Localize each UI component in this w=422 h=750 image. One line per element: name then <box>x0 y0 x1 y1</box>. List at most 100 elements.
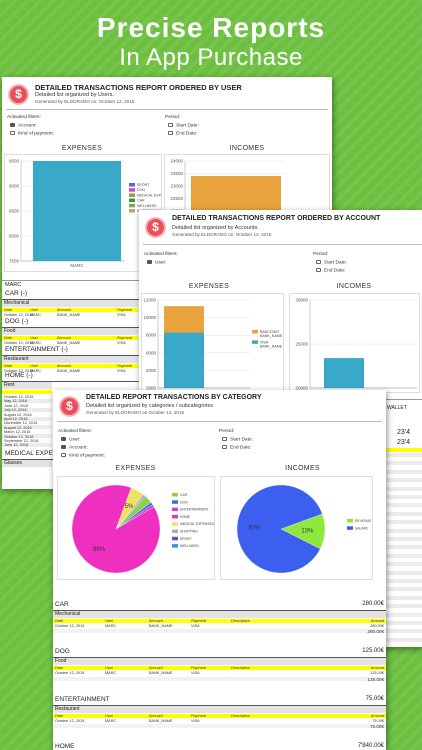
legend-label: REVENUE <box>355 519 372 523</box>
legend-swatch <box>129 188 135 192</box>
legend-label: WELLNESS <box>180 544 199 548</box>
y-tick-label: 30000 <box>295 298 308 303</box>
row-stripe <box>384 595 422 600</box>
rent-row-date: September 12, 2016 <box>4 439 39 443</box>
category-incomes-pie: 13% 87% REVENUE SALARY <box>220 476 373 580</box>
row-stripe <box>2 416 52 421</box>
filter-end-date: End Date: <box>168 131 197 136</box>
rent-row-date: November 12, 2016 <box>4 421 38 426</box>
filter-payment-label: Kind of payment: <box>69 453 105 459</box>
row-stripe <box>384 637 422 642</box>
legend-swatch <box>172 536 178 541</box>
y-tick-label: 9500 <box>9 159 20 164</box>
category-heading: HOME <box>55 743 75 750</box>
filter-account-label: Account: <box>69 445 88 451</box>
expenses-title: EXPENSES <box>188 283 230 290</box>
incomes-title: INCOMES <box>285 465 320 472</box>
row-amount: 125.00€ <box>370 671 384 676</box>
row-account: BANK_NAME <box>149 671 173 676</box>
row-stripe <box>2 398 52 403</box>
row-stripe <box>384 612 422 617</box>
bank-icon <box>61 445 66 449</box>
hero-subtitle: In App Purchase <box>119 44 303 71</box>
rent-row-date: March 12, 2016 <box>4 430 31 435</box>
col-account: Account <box>57 364 71 368</box>
legend-label: SHOPPING <box>180 530 198 534</box>
filter-account-label: Account: <box>18 123 37 129</box>
subtotal-bar <box>53 629 386 634</box>
category-heading: DOG <box>55 648 70 656</box>
legend-label: CAR <box>137 199 145 203</box>
legend-swatch <box>129 203 135 208</box>
divider <box>6 109 328 110</box>
col-date: Date <box>55 713 64 718</box>
legend-swatch <box>252 330 258 334</box>
expenses-title: EXPENSES <box>61 145 103 152</box>
wallet-label: WALLET <box>387 405 407 411</box>
subtotal-amount: 125.00€ <box>367 676 384 682</box>
row-stripe <box>2 425 52 430</box>
legend-swatch <box>172 529 178 533</box>
filter-payment-label: Kind of payment: <box>18 131 54 137</box>
calendar-icon <box>222 445 227 449</box>
category-rule <box>53 610 386 611</box>
dollar-logo-icon: $ <box>8 84 29 105</box>
wallet-amount-2: 23'4 <box>397 439 411 446</box>
subtotal-bar <box>53 676 386 681</box>
report-generated: Generated by ELDORADO on: October 12, 20… <box>172 232 272 237</box>
legend-label: DOG <box>137 188 145 192</box>
header-bar <box>53 666 386 671</box>
row-stripe <box>2 407 52 412</box>
row-user: MARC <box>30 341 42 345</box>
pie-slice-label: 13% <box>301 529 314 535</box>
row-user: MARC <box>105 718 117 723</box>
row-payment: VISA <box>191 624 200 628</box>
legend-label: MEDICAL EXPENSES <box>137 193 162 197</box>
rent-row-date: April 12, 2016 <box>4 417 28 421</box>
subcategory-bar: Restaurant <box>2 356 138 363</box>
subcategory-bar: Glasses <box>2 459 52 467</box>
rent-row-date: June 12, 2016 <box>4 403 29 408</box>
y-tick-label: 25000 <box>295 342 308 347</box>
y-tick-label: 8500 <box>9 209 20 214</box>
end-date-label: End Date: <box>324 268 346 274</box>
category-expenses-pie: 89% 5% CAR DOG ENTERTAINMENT HOME MEDICAL EXPE… <box>57 476 215 580</box>
col-payment: Payment <box>191 713 206 718</box>
end-date-label: End Date: <box>230 445 252 451</box>
activated-filters-label: Activated filters: <box>58 429 92 434</box>
dollar-logo-icon: $ <box>59 396 80 417</box>
y-tick-label: 6000 <box>146 350 157 355</box>
category-heading: ENTERTAINMENT <box>55 695 110 703</box>
y-tick-label: 10000 <box>143 315 156 320</box>
y-tick-label: 20000 <box>295 386 308 391</box>
col-payment: Payment <box>191 666 206 671</box>
user-expenses-svg: 9500 9000 8500 8000 7500 MARC SPORTDOGMEDICAL … <box>9 159 162 269</box>
row-stripe <box>384 621 422 625</box>
legend-swatch <box>252 340 258 344</box>
col-account: Account <box>149 619 163 623</box>
filter-start-date: Start Date: <box>222 437 253 442</box>
legend-label: SPORT <box>137 183 150 187</box>
pie-slice-label: 89% <box>93 547 106 553</box>
filter-user: User: <box>147 260 166 265</box>
calendar-icon <box>168 131 173 135</box>
legend-label: HOME <box>180 515 191 519</box>
legend-swatch <box>129 183 135 187</box>
legend-swatch <box>172 493 178 497</box>
legend-swatch <box>172 514 178 519</box>
row-date: October 12, 2015 <box>55 671 85 676</box>
col-amount: Amount <box>370 619 384 623</box>
rent-row-date: October 12, 2016 <box>4 434 34 439</box>
legend-sublabel: BANK_NAME <box>260 334 283 338</box>
y-tick-label: 9000 <box>9 184 20 189</box>
row-stripe <box>384 520 422 525</box>
row-payment: VISA <box>117 313 126 317</box>
row-stripe <box>384 461 422 466</box>
incomes-title: INCOMES <box>336 283 372 290</box>
row-stripe <box>2 434 52 439</box>
col-user: User <box>105 713 114 718</box>
y-tick-label: 2000 <box>146 386 157 391</box>
report-generated: Generated by ELDORADO on: October 12, 20… <box>35 99 135 104</box>
row-stripe <box>384 579 422 583</box>
start-date-label: Start Date: <box>324 260 347 266</box>
